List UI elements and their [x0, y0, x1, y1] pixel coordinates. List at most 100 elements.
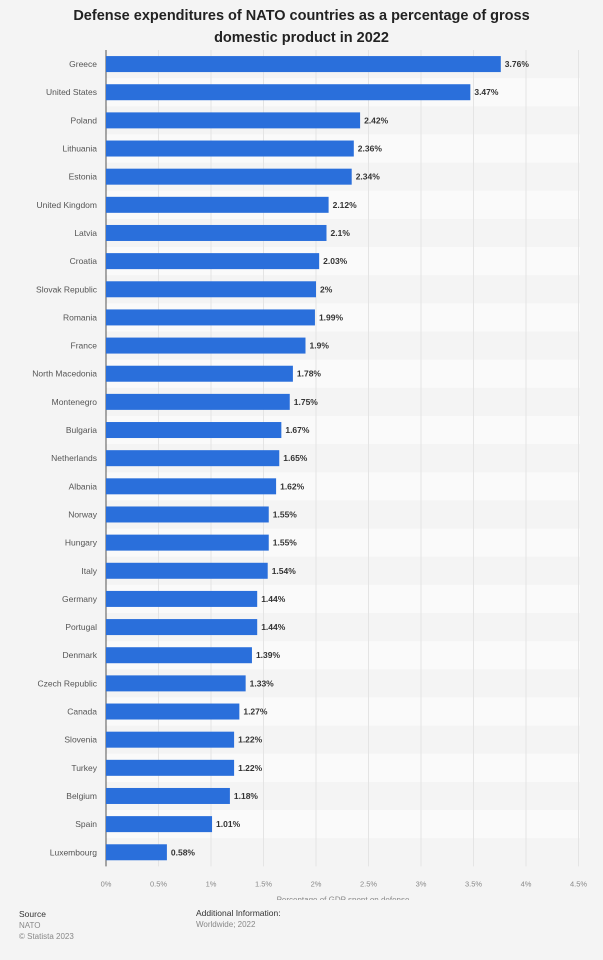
bar	[106, 337, 306, 354]
data-label: 1.65%	[283, 453, 308, 463]
bar	[106, 393, 290, 410]
category-label: Italy	[81, 566, 97, 576]
bar	[106, 816, 213, 833]
bar	[106, 140, 354, 157]
category-label: Portugal	[65, 622, 97, 632]
data-label: 1.54%	[272, 566, 297, 576]
category-label: Slovenia	[64, 735, 97, 745]
data-label: 1.78%	[297, 369, 322, 379]
source-text: NATO	[19, 921, 41, 930]
category-label: Romania	[63, 312, 97, 322]
x-tick-label: 3%	[416, 879, 427, 888]
bar	[106, 759, 235, 776]
bar	[106, 731, 235, 748]
category-label: Estonia	[69, 172, 98, 182]
category-label: Luxembourg	[50, 847, 98, 857]
bar	[106, 703, 240, 720]
category-label: Germany	[62, 594, 98, 604]
data-label: 1.99%	[319, 312, 344, 322]
data-label: 1.39%	[256, 650, 281, 660]
data-label: 1.62%	[280, 481, 305, 491]
data-label: 1.44%	[261, 594, 286, 604]
data-label: 1.44%	[261, 622, 286, 632]
data-label: 1.55%	[273, 538, 298, 548]
category-label: Denmark	[63, 650, 98, 660]
category-label: Belgium	[66, 791, 97, 801]
category-label: Canada	[67, 707, 97, 717]
x-tick-label: 1.5%	[255, 879, 272, 888]
bar-chart: 0% 0.5% 1% 1.5% 2% 2.5% 3% 3.5% 4% 4.5% Greece 3.76…	[32, 50, 587, 900]
bar	[106, 56, 501, 73]
category-label: France	[71, 341, 98, 351]
x-axis-title: Percentage of GDP spent on defense	[277, 895, 410, 900]
chart-title: Defense expenditures of NATO countries a…	[73, 8, 530, 46]
category-label: Slovak Republic	[36, 284, 98, 294]
data-label: 1.67%	[285, 425, 310, 435]
source-heading: Source	[19, 909, 46, 919]
bar	[106, 619, 258, 636]
data-label: 1.75%	[294, 397, 319, 407]
category-label: North Macedonia	[32, 369, 97, 379]
category-label: Turkey	[71, 763, 97, 773]
data-label: 2.1%	[331, 228, 351, 238]
bar	[106, 281, 316, 298]
x-tick-label: 0%	[101, 879, 112, 888]
data-label: 1.55%	[273, 509, 298, 519]
bar	[106, 534, 269, 551]
category-label: United Kingdom	[37, 200, 97, 210]
x-tick-label: 3.5%	[465, 879, 482, 888]
category-label: Poland	[71, 115, 98, 125]
category-label: Spain	[75, 819, 97, 829]
category-label: Czech Republic	[37, 678, 97, 688]
bar	[106, 506, 269, 523]
bar	[106, 647, 252, 664]
bar	[106, 196, 329, 213]
bar	[106, 450, 280, 467]
bar	[106, 112, 361, 129]
category-label: Norway	[68, 509, 98, 519]
category-label: Greece	[69, 59, 97, 69]
bar	[106, 675, 246, 692]
bar	[106, 253, 320, 270]
category-label: Bulgaria	[66, 425, 97, 435]
category-label: Montenegro	[52, 397, 98, 407]
bar	[106, 562, 268, 579]
x-tick-label: 4%	[521, 879, 532, 888]
additional-info-block: Additional Information: Worldwide; 2022	[196, 908, 281, 930]
data-label: 2.42%	[364, 115, 389, 125]
category-label: Croatia	[70, 256, 98, 266]
data-label: 2%	[320, 284, 333, 294]
x-tick-label: 1%	[206, 879, 217, 888]
category-label: Netherlands	[51, 453, 97, 463]
data-label: 1.9%	[310, 341, 330, 351]
data-label: 1.33%	[250, 678, 275, 688]
x-tick-label: 2.5%	[360, 879, 377, 888]
copyright-text: © Statista 2023	[19, 932, 74, 941]
category-label: Hungary	[65, 538, 98, 548]
source-block: Source NATO © Statista 2023	[19, 909, 74, 942]
data-label: 1.01%	[216, 819, 241, 829]
data-label: 2.34%	[356, 172, 381, 182]
data-label: 1.18%	[234, 791, 259, 801]
x-tick-label: 4.5%	[570, 879, 587, 888]
bar	[106, 590, 258, 607]
data-label: 3.76%	[505, 59, 530, 69]
bar	[106, 224, 327, 241]
bar	[106, 168, 352, 185]
data-label: 2.12%	[333, 200, 358, 210]
data-label: 1.22%	[238, 763, 263, 773]
bar	[106, 422, 282, 439]
data-label: 2.03%	[323, 256, 348, 266]
bar	[106, 478, 277, 495]
x-tick-label: 2%	[311, 879, 322, 888]
data-label: 0.58%	[171, 847, 196, 857]
category-label: United States	[46, 87, 97, 97]
data-label: 1.27%	[243, 707, 268, 717]
bar	[106, 844, 167, 861]
category-label: Lithuania	[62, 144, 97, 154]
data-label: 1.22%	[238, 735, 263, 745]
info-text: Worldwide; 2022	[196, 920, 256, 929]
bar	[106, 84, 471, 101]
data-label: 3.47%	[474, 87, 499, 97]
